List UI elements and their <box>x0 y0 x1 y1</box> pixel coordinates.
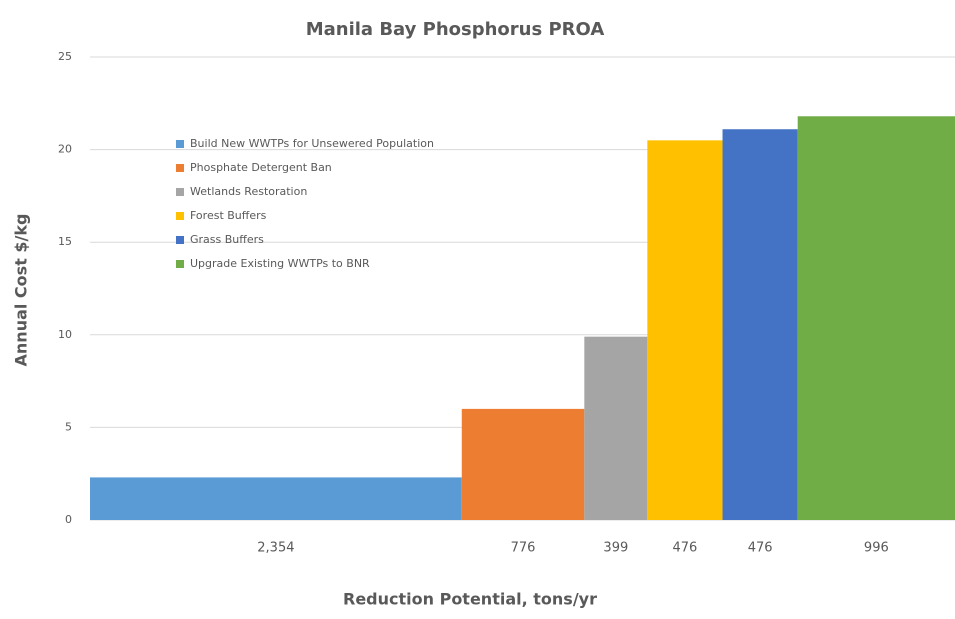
legend-swatch <box>176 164 184 172</box>
bar <box>797 116 955 520</box>
bar <box>461 408 585 520</box>
x-tick-label: 776 <box>511 541 536 556</box>
legend-label: Grass Buffers <box>190 233 264 246</box>
y-tick-label: 0 <box>65 513 72 526</box>
y-tick-label: 10 <box>58 328 72 341</box>
bar <box>647 140 723 520</box>
legend-label: Phosphate Detergent Ban <box>190 161 332 174</box>
x-tick-label: 476 <box>748 541 773 556</box>
x-tick-label: 996 <box>864 541 889 556</box>
legend-label: Wetlands Restoration <box>190 185 307 198</box>
legend-label: Forest Buffers <box>190 209 267 222</box>
bar <box>584 336 648 520</box>
x-tick-label: 476 <box>673 541 698 556</box>
y-tick-label: 5 <box>65 420 72 433</box>
bar <box>722 129 798 520</box>
y-tick-label: 15 <box>58 235 72 248</box>
chart-title: Manila Bay Phosphorus PROA <box>306 19 605 40</box>
x-tick-label: 399 <box>603 541 628 556</box>
legend-swatch <box>176 260 184 268</box>
x-tick-label: 2,354 <box>257 541 294 556</box>
x-axis-label: Reduction Potential, tons/yr <box>343 590 597 609</box>
legend-swatch <box>176 236 184 244</box>
legend-swatch <box>176 212 184 220</box>
legend-swatch <box>176 188 184 196</box>
legend-swatch <box>176 140 184 148</box>
legend-label: Upgrade Existing WWTPs to BNR <box>190 257 370 270</box>
bar <box>90 477 462 520</box>
y-tick-label: 20 <box>58 143 72 156</box>
y-axis-label: Annual Cost $/kg <box>12 214 31 367</box>
y-tick-label: 25 <box>58 50 72 63</box>
legend-label: Build New WWTPs for Unsewered Population <box>190 137 434 150</box>
